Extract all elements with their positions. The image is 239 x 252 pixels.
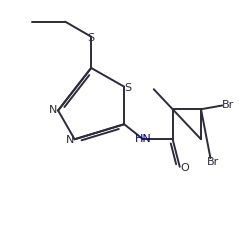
Text: Br: Br — [207, 156, 219, 166]
Text: N: N — [66, 135, 74, 145]
Text: O: O — [180, 162, 189, 172]
Text: N: N — [49, 105, 58, 115]
Text: HN: HN — [135, 134, 152, 143]
Text: S: S — [87, 33, 95, 43]
Text: S: S — [124, 82, 131, 92]
Text: Br: Br — [222, 100, 234, 110]
